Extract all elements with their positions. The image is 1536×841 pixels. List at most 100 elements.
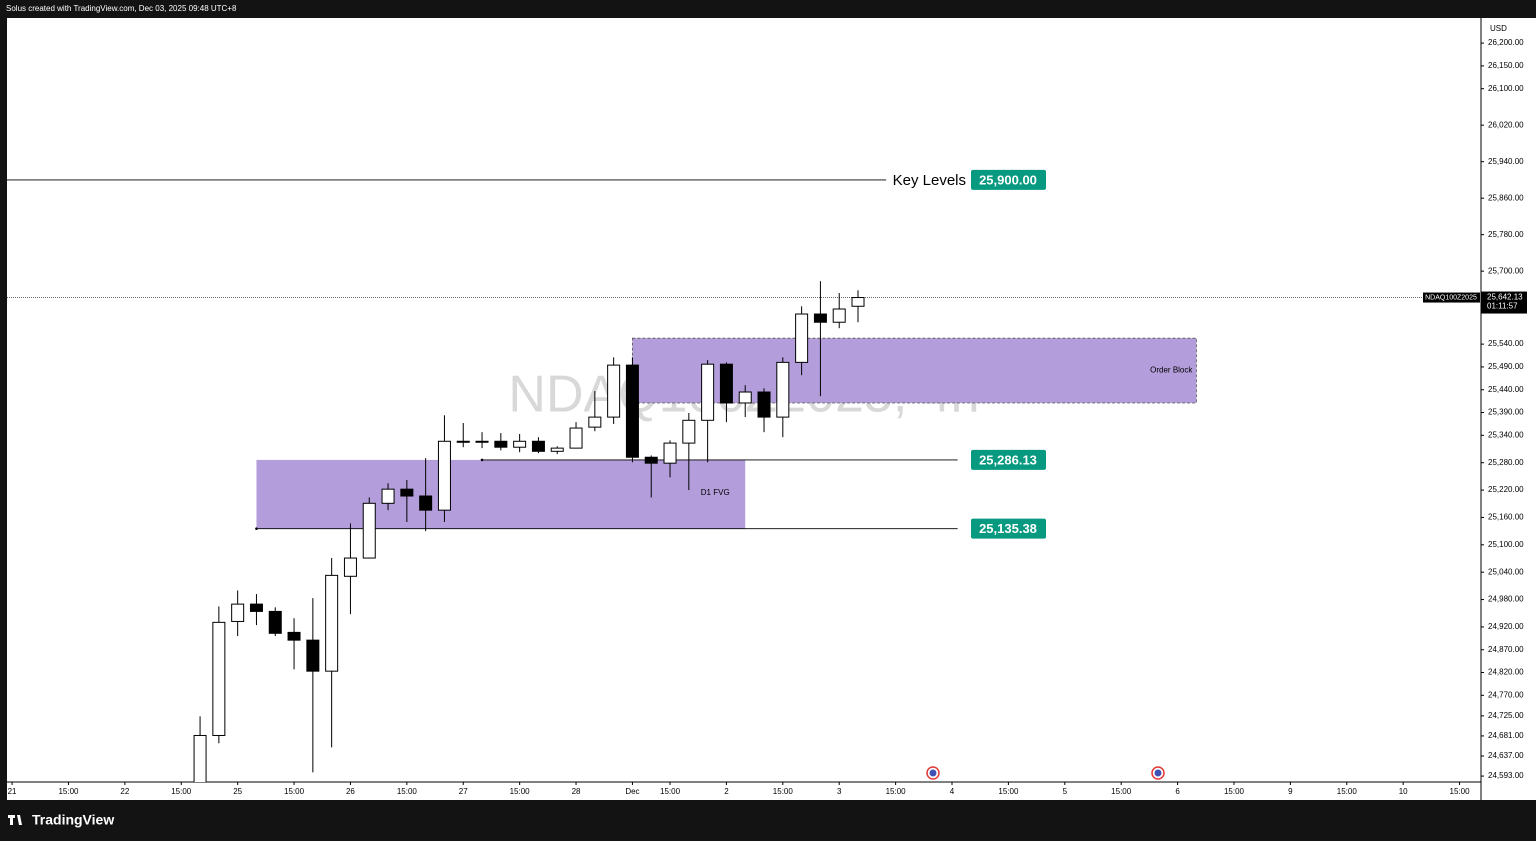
y-tick-label: 26,200.00: [1488, 38, 1524, 47]
x-tick-label: 21: [8, 787, 17, 796]
candle-body: [475, 440, 489, 443]
candle-body: [625, 364, 639, 458]
x-tick-label: 6: [1175, 787, 1180, 796]
candle-body: [400, 488, 414, 497]
candle-body: [456, 440, 470, 443]
y-tick-label: 24,870.00: [1488, 645, 1524, 654]
x-tick-label: 3: [837, 787, 842, 796]
zone: [256, 459, 746, 529]
y-tick-label: 24,681.00: [1488, 731, 1524, 740]
candle-body: [381, 488, 395, 504]
candle-body: [663, 442, 677, 464]
candle-body: [701, 363, 715, 421]
level-tag-label: 25,900.00: [979, 172, 1037, 187]
candle-body: [212, 621, 226, 736]
x-tick-label: 15:00: [886, 787, 907, 796]
candle-body: [719, 363, 733, 404]
candle-body: [268, 610, 282, 634]
candle-body: [776, 361, 790, 418]
y-tick-label: 25,490.00: [1488, 362, 1524, 371]
y-tick-label: 25,220.00: [1488, 485, 1524, 494]
candle-body: [851, 297, 865, 307]
x-tick-label: 15:00: [171, 787, 192, 796]
y-tick-label: 25,040.00: [1488, 567, 1524, 576]
x-tick-label: 4: [950, 787, 955, 796]
x-tick-label: 15:00: [1337, 787, 1358, 796]
x-tick-label: 15:00: [1450, 787, 1471, 796]
candle-body: [231, 603, 245, 622]
candle-body: [249, 603, 263, 612]
level-tag: [971, 518, 1046, 539]
candle-body: [325, 574, 339, 672]
candle-body: [813, 313, 827, 323]
last-price-label: 25,642.13: [1487, 293, 1523, 302]
x-tick-label: 15:00: [284, 787, 305, 796]
candle-body: [738, 391, 752, 404]
candle-body: [588, 416, 602, 428]
event-icon-flag: [929, 769, 937, 777]
x-tick-label: 9: [1288, 787, 1293, 796]
x-tick-label: 25: [233, 787, 242, 796]
candle-body: [757, 391, 771, 418]
x-tick-label: 10: [1399, 787, 1408, 796]
y-tick-label: 24,725.00: [1488, 711, 1524, 720]
y-tick-label: 25,340.00: [1488, 430, 1524, 439]
y-tick-label: 25,540.00: [1488, 339, 1524, 348]
y-tick-label: 25,860.00: [1488, 193, 1524, 202]
y-tick-label: 26,100.00: [1488, 84, 1524, 93]
x-tick-label: 15:00: [660, 787, 681, 796]
last-price-tag: [1481, 291, 1527, 314]
candle-body: [513, 440, 527, 448]
event-icon-flag: [1154, 769, 1162, 777]
last-price-symbol-tag: [1423, 292, 1480, 303]
candle-body: [795, 313, 809, 363]
y-tick-label: 24,920.00: [1488, 622, 1524, 631]
x-tick-label: 2: [724, 787, 729, 796]
plot: D1 FVG Order Block: [7, 179, 1481, 782]
x-tick-label: 28: [572, 787, 581, 796]
last-price-symbol: NDAQ100Z2025: [1425, 294, 1477, 301]
candle-body: [607, 364, 621, 418]
y-tick-label: 25,700.00: [1488, 266, 1524, 275]
y-tick-label: 24,770.00: [1488, 690, 1524, 699]
level-label: Key Levels: [893, 172, 966, 189]
x-tick-label: 15:00: [510, 787, 531, 796]
level-tag-label: 25,135.38: [979, 521, 1037, 536]
candle-body: [362, 502, 376, 559]
x-tick-label: Dec: [625, 787, 639, 796]
logo: TradingView: [8, 812, 114, 828]
candle-body: [569, 427, 583, 449]
event-icons: [926, 766, 1165, 780]
candle-body: [287, 631, 301, 641]
zone-label: Order Block: [1150, 366, 1193, 375]
currency-label: USD: [1490, 24, 1507, 33]
countdown-label: 01:11:57: [1487, 302, 1518, 311]
header-text: Solus created with TradingView.com, Dec …: [6, 4, 237, 13]
level-tag: [971, 169, 1046, 190]
y-tick-label: 24,820.00: [1488, 668, 1524, 677]
candle-body: [306, 639, 320, 672]
zone: [632, 337, 1197, 404]
y-tick-label: 25,280.00: [1488, 458, 1524, 467]
y-tick-label: 25,160.00: [1488, 513, 1524, 522]
x-tick-label: 15:00: [1111, 787, 1132, 796]
y-tick-label: 25,440.00: [1488, 385, 1524, 394]
candle-body: [644, 456, 658, 464]
x-tick-label: 22: [120, 787, 129, 796]
level-anchor: [480, 458, 484, 462]
x-tick-label: 15:00: [58, 787, 79, 796]
y-tick-label: 24,980.00: [1488, 595, 1524, 604]
y-tick-label: 25,940.00: [1488, 157, 1524, 166]
y-tick-label: 25,780.00: [1488, 230, 1524, 239]
logo-text: TradingView: [32, 812, 114, 828]
y-tick-label: 26,020.00: [1488, 120, 1524, 129]
x-tick-label: 15:00: [397, 787, 418, 796]
candle-body: [550, 447, 564, 452]
y-tick-label: 24,637.00: [1488, 751, 1524, 760]
x-tick-label: 26: [346, 787, 355, 796]
level-tag-label: 25,286.13: [979, 452, 1037, 467]
chart-area: [7, 18, 1536, 800]
x-tick-label: 15:00: [998, 787, 1019, 796]
level-anchor: [255, 527, 258, 530]
